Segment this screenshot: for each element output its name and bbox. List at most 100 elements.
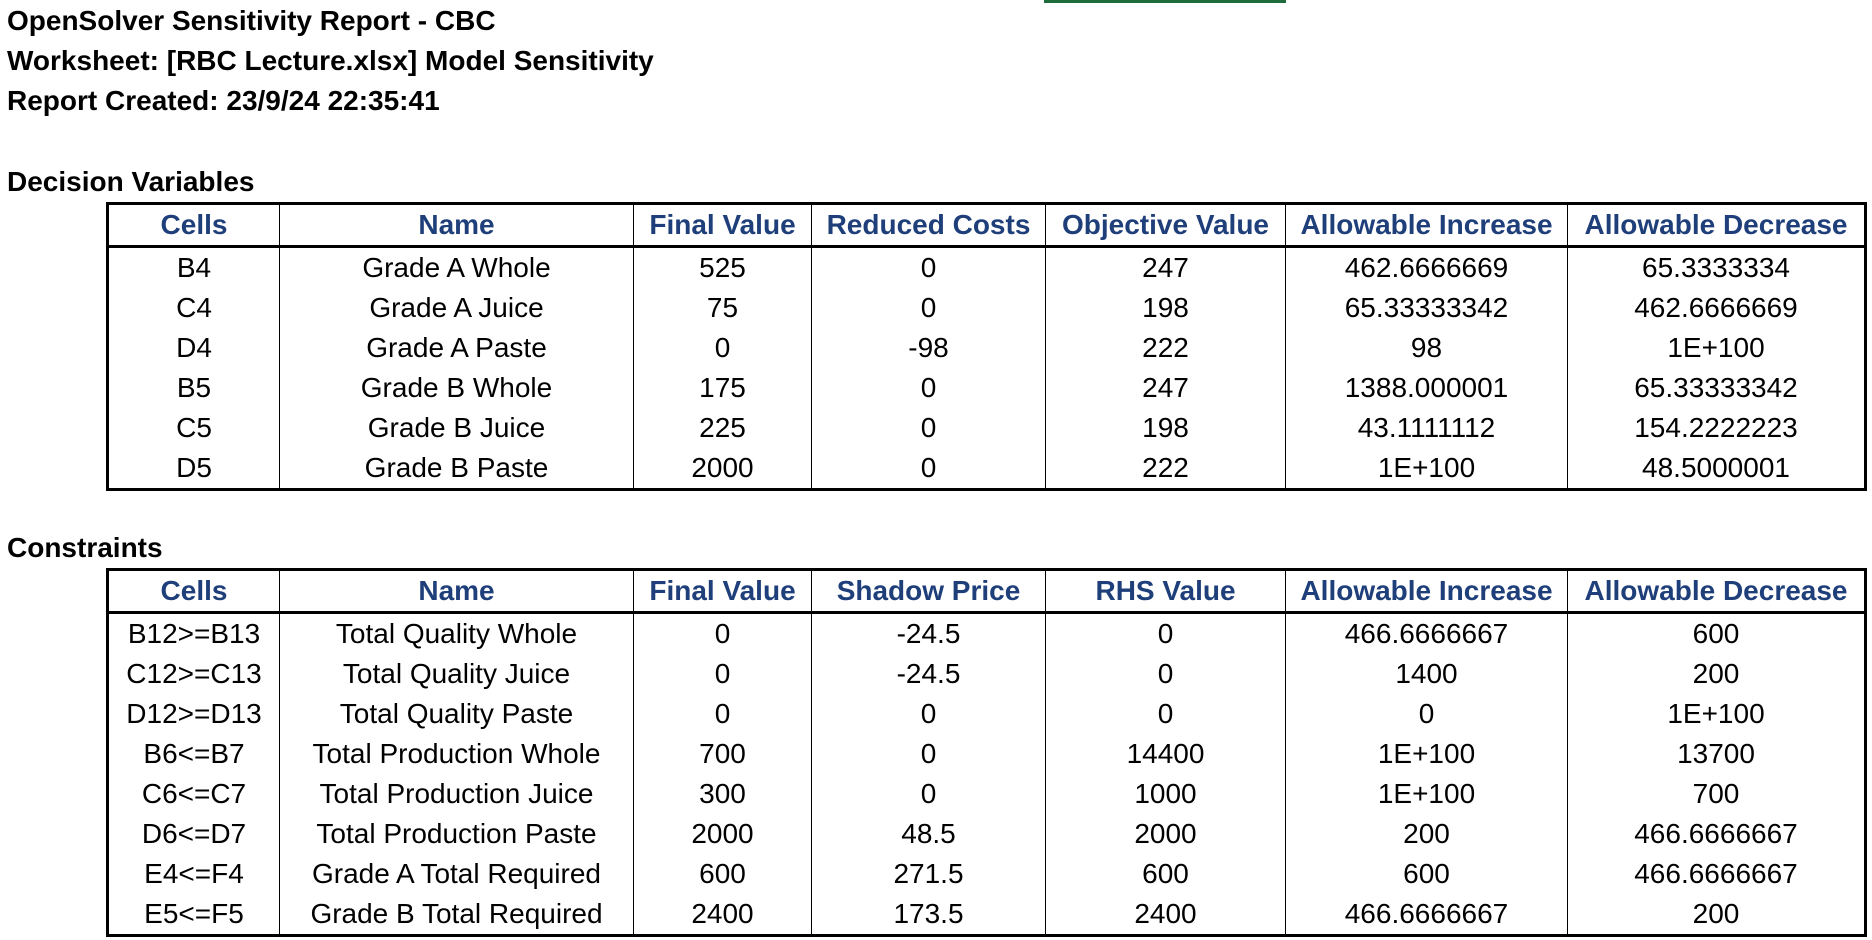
decision-variables-table: Cells Name Final Value Reduced Costs Objecti… (106, 202, 1867, 491)
constraint-cell-cells: B12>=B13 (107, 612, 280, 654)
decision-variable-cell-cells: C4 (107, 288, 280, 328)
constraint-cell-col5: 14400 (1045, 734, 1286, 774)
constraint-cell-final-value: 2000 (633, 814, 812, 854)
constraint-cell-col4: 173.5 (811, 894, 1046, 936)
decision-variable-cell-allowable-decrease: 48.5000001 (1567, 448, 1866, 490)
constraint-row: E4<=F4 Grade A Total Required 600 271.5 600 6… (107, 854, 1866, 894)
decision-variable-row: C4 Grade A Juice 75 0 198 65.33333342 462.6666… (107, 288, 1866, 328)
constraint-column-header: Allowable Increase (1285, 569, 1568, 614)
decision-variable-cell-col4: 0 (811, 368, 1046, 408)
constraint-cell-name: Total Quality Juice (279, 654, 634, 694)
decision-variable-cell-col5: 198 (1045, 408, 1286, 448)
constraint-column-header: Final Value (633, 569, 812, 614)
decision-variable-row: B5 Grade B Whole 175 0 247 1388.000001 65.3333… (107, 368, 1866, 408)
decision-variable-cell-col5: 198 (1045, 288, 1286, 328)
decision-variable-cell-name: Grade A Paste (279, 328, 634, 368)
decision-variable-cell-cells: B5 (107, 368, 280, 408)
decision-variable-column-header: Name (279, 203, 634, 248)
constraint-column-header: Shadow Price (811, 569, 1046, 614)
decision-variable-column-header: Final Value (633, 203, 812, 248)
constraint-row: B12>=B13 Total Quality Whole 0 -24.5 0 466.66… (107, 612, 1866, 654)
decision-variable-cell-allowable-decrease: 65.3333334 (1567, 246, 1866, 288)
decision-variable-column-header: Objective Value (1045, 203, 1286, 248)
constraint-row: E5<=F5 Grade B Total Required 2400 173.5 240… (107, 894, 1866, 936)
decision-variable-row: D4 Grade A Paste 0 -98 222 98 1E+100 (107, 328, 1866, 368)
decision-variable-cell-name: Grade A Juice (279, 288, 634, 328)
decision-variable-row: C5 Grade B Juice 225 0 198 43.1111112 154.2222… (107, 408, 1866, 448)
constraint-cell-allowable-decrease: 466.6666667 (1567, 854, 1866, 894)
constraint-cell-col4: 0 (811, 694, 1046, 734)
constraint-cell-final-value: 0 (633, 694, 812, 734)
decision-variables-header-row: Cells Name Final Value Reduced Costs Objecti… (107, 203, 1866, 248)
decision-variable-cell-allowable-decrease: 462.6666669 (1567, 288, 1866, 328)
constraint-cell-allowable-decrease: 1E+100 (1567, 694, 1866, 734)
decision-variable-cell-allowable-increase: 1E+100 (1285, 448, 1568, 490)
constraint-cell-col4: 48.5 (811, 814, 1046, 854)
constraint-cell-col4: 0 (811, 774, 1046, 814)
decision-variable-cell-cells: C5 (107, 408, 280, 448)
decision-variable-cell-allowable-increase: 65.33333342 (1285, 288, 1568, 328)
decision-variable-row: B4 Grade A Whole 525 0 247 462.6666669 65.3333… (107, 246, 1866, 288)
constraint-cell-allowable-decrease: 200 (1567, 654, 1866, 694)
decision-variable-cell-col4: 0 (811, 408, 1046, 448)
decision-variable-cell-name: Grade B Juice (279, 408, 634, 448)
decision-variable-column-header: Allowable Decrease (1567, 203, 1866, 248)
decision-variable-cell-allowable-increase: 462.6666669 (1285, 246, 1568, 288)
decision-variable-column-header: Allowable Increase (1285, 203, 1568, 248)
constraint-cell-name: Grade B Total Required (279, 894, 634, 936)
constraint-cell-cells: E4<=F4 (107, 854, 280, 894)
constraint-cell-cells: D6<=D7 (107, 814, 280, 854)
constraint-cell-col5: 0 (1045, 694, 1286, 734)
constraint-row: B6<=B7 Total Production Whole 700 0 14400 1E+… (107, 734, 1866, 774)
constraint-cell-name: Total Production Juice (279, 774, 634, 814)
constraint-cell-final-value: 0 (633, 612, 812, 654)
constraint-cell-name: Total Quality Paste (279, 694, 634, 734)
constraint-row: D12>=D13 Total Quality Paste 0 0 0 0 1E+100 (107, 694, 1866, 734)
constraint-cell-allowable-increase: 1E+100 (1285, 774, 1568, 814)
decision-variable-cell-col4: -98 (811, 328, 1046, 368)
constraint-column-header: RHS Value (1045, 569, 1286, 614)
constraints-header-row: Cells Name Final Value Shadow Price RHS Valu… (107, 569, 1866, 614)
constraint-cell-cells: B6<=B7 (107, 734, 280, 774)
constraint-cell-final-value: 600 (633, 854, 812, 894)
constraint-cell-cells: C12>=C13 (107, 654, 280, 694)
constraint-cell-allowable-decrease: 466.6666667 (1567, 814, 1866, 854)
decision-variable-cell-name: Grade A Whole (279, 246, 634, 288)
constraint-cell-col4: -24.5 (811, 612, 1046, 654)
decision-variable-cell-final-value: 75 (633, 288, 812, 328)
constraint-cell-col4: 271.5 (811, 854, 1046, 894)
constraint-cell-final-value: 700 (633, 734, 812, 774)
active-sheet-accent (1044, 0, 1286, 3)
decision-variables-heading: Decision Variables (7, 166, 255, 197)
decision-variable-cell-allowable-decrease: 154.2222223 (1567, 408, 1866, 448)
constraint-cell-allowable-increase: 600 (1285, 854, 1568, 894)
constraint-cell-allowable-increase: 1E+100 (1285, 734, 1568, 774)
decision-variable-cell-final-value: 525 (633, 246, 812, 288)
constraint-row: D6<=D7 Total Production Paste 2000 48.5 2000… (107, 814, 1866, 854)
decision-variable-cell-allowable-decrease: 1E+100 (1567, 328, 1866, 368)
report-title: OpenSolver Sensitivity Report - CBC (7, 5, 496, 36)
constraint-cell-allowable-decrease: 600 (1567, 612, 1866, 654)
decision-variable-cell-col4: 0 (811, 246, 1046, 288)
decision-variable-cell-allowable-increase: 1388.000001 (1285, 368, 1568, 408)
constraint-cell-name: Grade A Total Required (279, 854, 634, 894)
constraint-cell-allowable-increase: 1400 (1285, 654, 1568, 694)
constraint-cell-name: Total Quality Whole (279, 612, 634, 654)
constraint-cell-name: Total Production Paste (279, 814, 634, 854)
constraint-cell-allowable-increase: 200 (1285, 814, 1568, 854)
decision-variable-cell-cells: B4 (107, 246, 280, 288)
decision-variable-cell-allowable-increase: 43.1111112 (1285, 408, 1568, 448)
report-worksheet: Worksheet: [RBC Lecture.xlsx] Model Sens… (7, 45, 654, 76)
decision-variable-cell-col5: 247 (1045, 368, 1286, 408)
constraint-cell-col5: 1000 (1045, 774, 1286, 814)
decision-variable-cell-col4: 0 (811, 288, 1046, 328)
decision-variable-row: D5 Grade B Paste 2000 0 222 1E+100 48.5000001 (107, 448, 1866, 490)
constraint-column-header: Name (279, 569, 634, 614)
decision-variable-cell-final-value: 225 (633, 408, 812, 448)
decision-variable-cell-final-value: 175 (633, 368, 812, 408)
decision-variable-cell-name: Grade B Whole (279, 368, 634, 408)
decision-variable-cell-cells: D4 (107, 328, 280, 368)
decision-variable-cell-name: Grade B Paste (279, 448, 634, 490)
constraint-cell-final-value: 300 (633, 774, 812, 814)
constraint-column-header: Cells (107, 569, 280, 614)
